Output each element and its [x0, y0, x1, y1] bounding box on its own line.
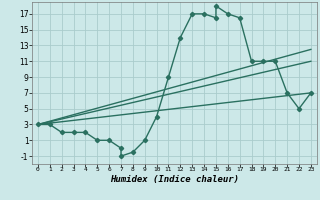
- X-axis label: Humidex (Indice chaleur): Humidex (Indice chaleur): [110, 175, 239, 184]
